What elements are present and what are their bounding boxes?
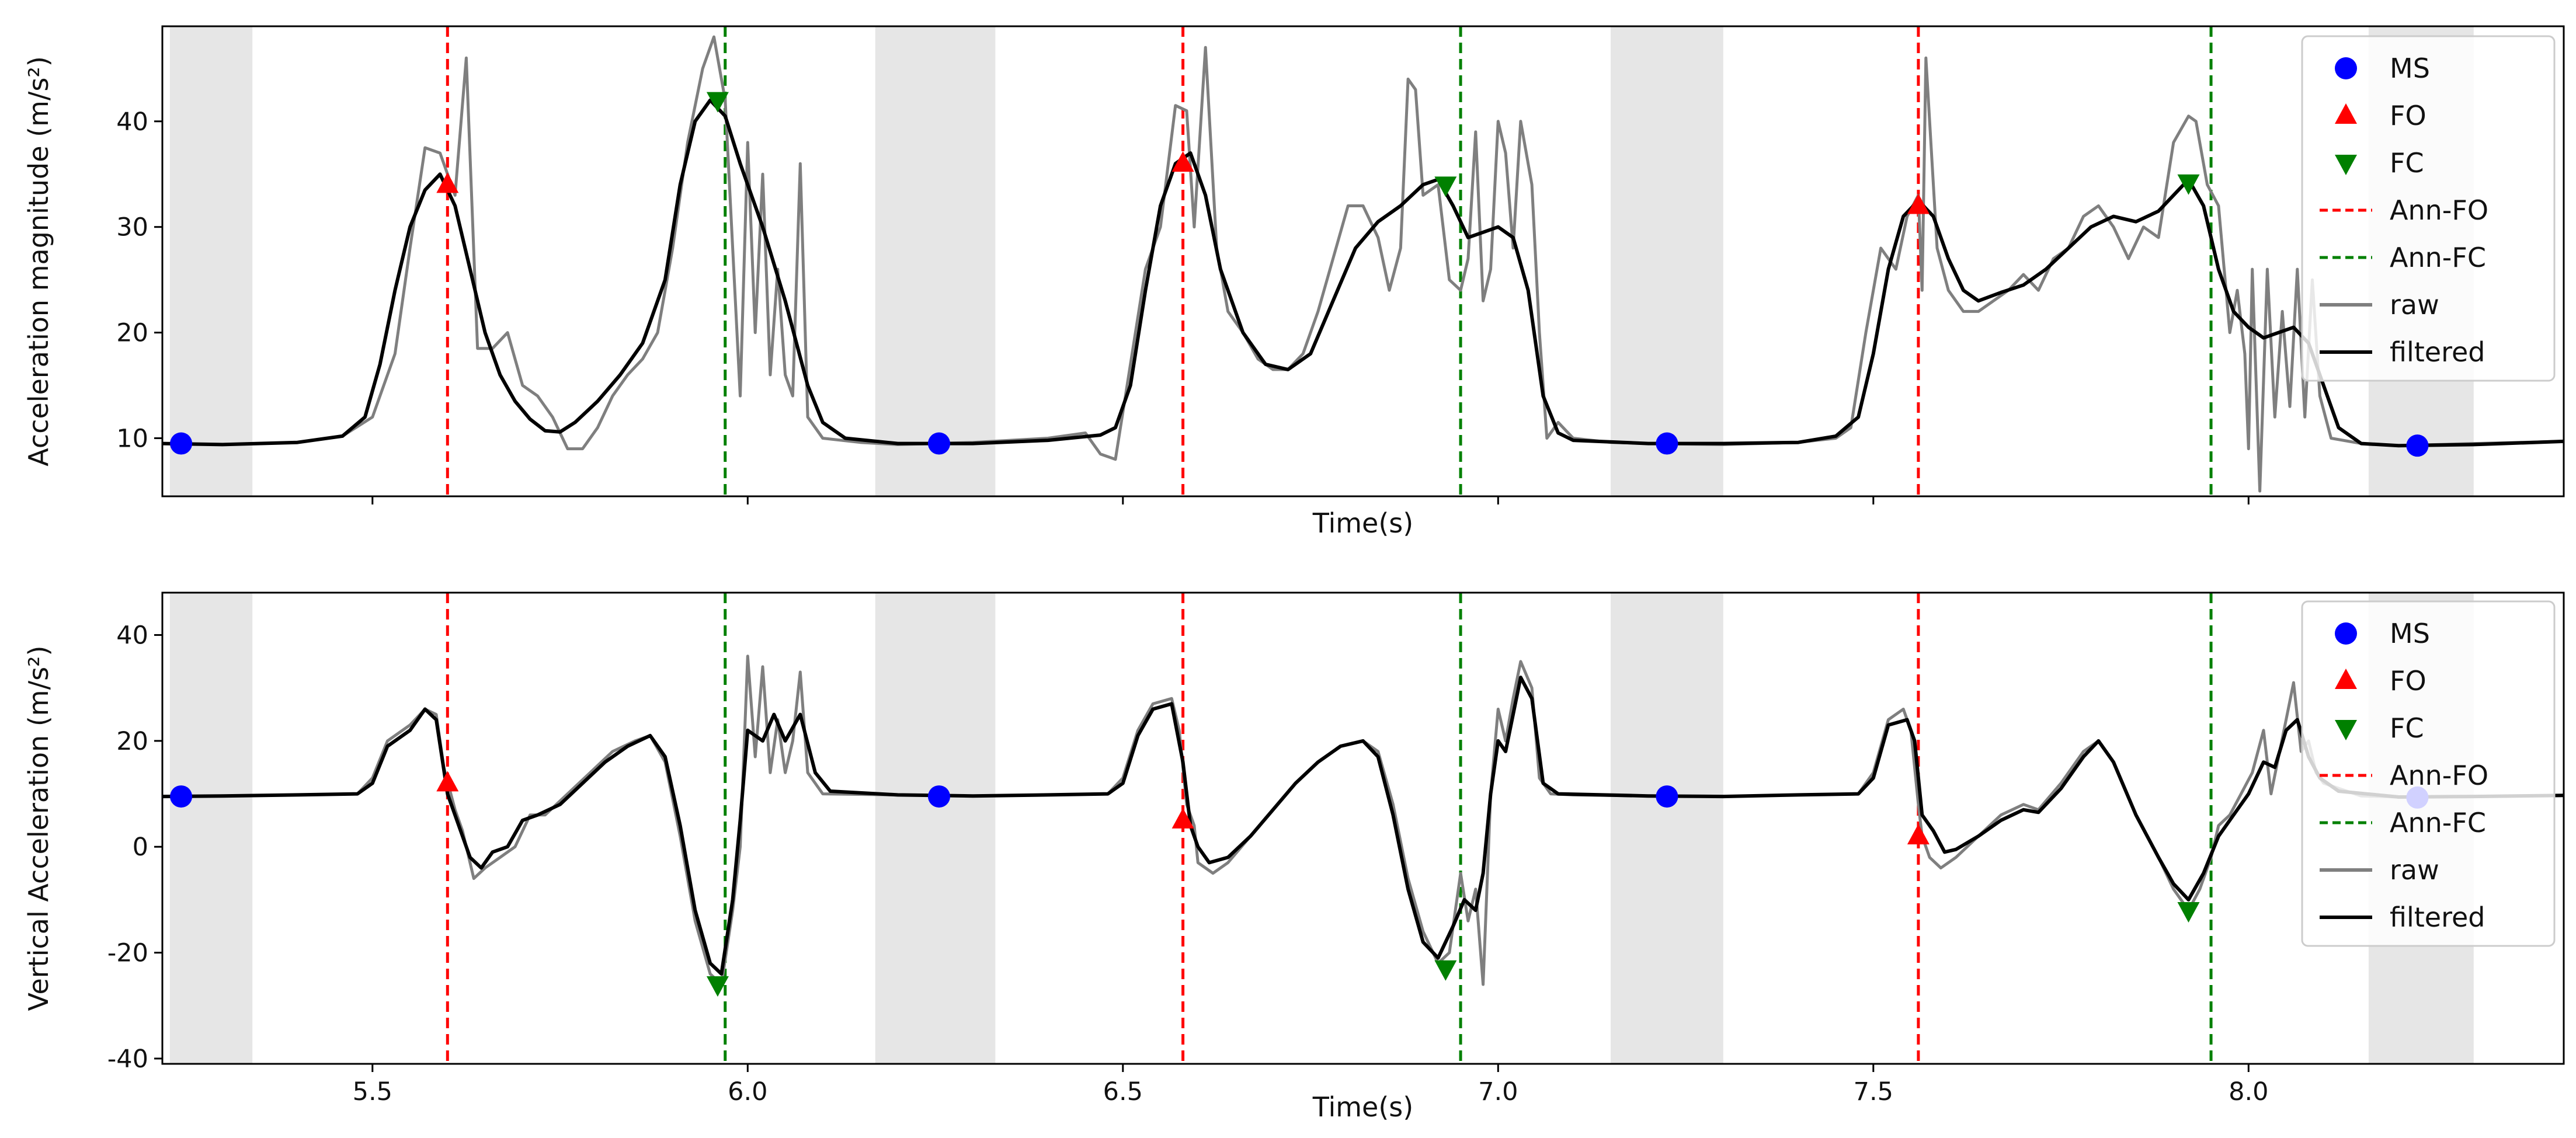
fo-marker (1907, 193, 1930, 214)
y-tick-label: 0 (133, 833, 148, 862)
shaded-interval (169, 593, 253, 1064)
ms-marker (170, 432, 193, 455)
legend-label: Ann-FC (2390, 242, 2486, 273)
shaded-interval (1611, 593, 1723, 1064)
y-axis-label: Acceleration magnitude (m/s²) (23, 56, 54, 467)
legend-label: raw (2390, 289, 2439, 321)
raw-series-line (162, 35, 2564, 493)
plot-frame (161, 591, 2565, 1065)
x-tick-label: 6.5 (1103, 1077, 1143, 1106)
legend-fc-handle (2335, 155, 2357, 175)
x-tick-label: 8.0 (2229, 1077, 2268, 1106)
legend-label: FC (2390, 147, 2424, 179)
x-tick-label: 5.5 (353, 1077, 392, 1106)
legend-ms-handle (2335, 57, 2357, 79)
fc-marker (2177, 174, 2200, 195)
legend-box (2301, 600, 2556, 947)
legend-box (2301, 35, 2556, 382)
legend-fc-handle (2335, 720, 2357, 740)
y-tick-label: 20 (116, 319, 148, 348)
legend: MS FO FC Ann-FO Ann-FC raw filtered (2301, 35, 2556, 382)
legend-label: Ann-FO (2390, 194, 2488, 226)
legend-label: MS (2390, 618, 2430, 649)
y-tick-label: 30 (116, 213, 148, 242)
x-tick-label: 7.0 (1478, 1077, 1518, 1106)
fo-marker (436, 771, 459, 792)
y-axis-label: Vertical Acceleration (m/s²) (23, 646, 54, 1011)
y-tick-label: 10 (116, 424, 148, 454)
y-tick-label: 40 (116, 107, 148, 137)
legend-label: filtered (2390, 902, 2485, 933)
fo-marker (436, 172, 459, 193)
x-axis-label: Time(s) (1312, 1091, 1413, 1123)
legend-label: FO (2390, 100, 2426, 131)
fo-marker (1171, 808, 1194, 829)
fo-marker (1171, 151, 1194, 172)
y-tick-label: 20 (116, 727, 148, 756)
ms-marker (1656, 785, 1678, 808)
ms-marker (170, 785, 193, 808)
fc-marker (706, 976, 729, 997)
y-tick-label: -40 (107, 1045, 148, 1074)
shaded-interval (1611, 26, 1723, 496)
plot-frame (161, 25, 2565, 497)
legend-label: Ann-FO (2390, 760, 2488, 791)
ms-marker (2406, 434, 2429, 457)
shaded-interval (875, 26, 996, 496)
legend-fo-handle (2335, 669, 2357, 689)
y-tick-label: 40 (116, 621, 148, 650)
shaded-interval (875, 593, 996, 1064)
ms-marker (927, 432, 950, 455)
x-tick-label: 6.0 (728, 1077, 767, 1106)
fc-marker (706, 92, 729, 113)
legend-label: FO (2390, 665, 2426, 697)
x-axis-label: Time(s) (1312, 507, 1413, 539)
legend-ms-handle (2335, 622, 2357, 645)
acceleration-magnitude-subplot: 10 20 30 40 Time(s) Acceleration magnitude … (23, 25, 2565, 539)
fo-marker (1907, 824, 1930, 845)
legend-label: Ann-FC (2390, 807, 2486, 838)
legend-label: MS (2390, 53, 2430, 84)
filtered-series-line (162, 676, 2564, 976)
shaded-interval (169, 26, 253, 496)
vertical-acceleration-subplot: -40 -20 0 20 40 5.5 6.0 6.5 7.0 7.5 8.0 Time(s) V… (23, 591, 2565, 1123)
legend-label: FC (2390, 712, 2424, 744)
fc-marker (2177, 902, 2200, 923)
filtered-series-line (162, 98, 2564, 448)
fc-marker (1434, 960, 1457, 981)
legend-fo-handle (2335, 103, 2357, 124)
y-tick-label: -20 (107, 939, 148, 968)
ms-marker (1656, 432, 1678, 455)
legend-label: raw (2390, 854, 2439, 886)
legend-label: filtered (2390, 336, 2485, 368)
ms-marker (927, 785, 950, 808)
legend: MS FO FC Ann-FO Ann-FC raw filtered (2301, 600, 2556, 947)
fc-marker (1434, 176, 1457, 197)
x-tick-label: 7.5 (1854, 1077, 1893, 1106)
